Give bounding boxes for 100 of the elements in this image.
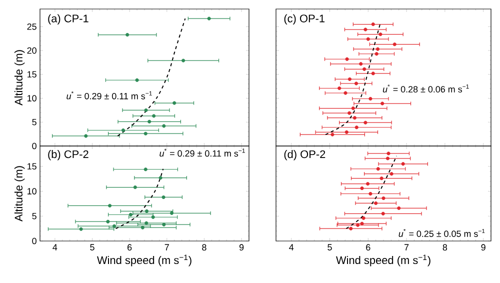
point [144, 108, 148, 112]
point [381, 212, 385, 216]
x-tick-label: 6 [128, 244, 132, 251]
point [135, 78, 139, 82]
point [148, 120, 152, 124]
x-tick-label: 4 [52, 244, 58, 250]
x-tick-label: 9 [481, 244, 486, 251]
y-tick-label: 0 [32, 142, 36, 150]
point [348, 111, 352, 115]
y-tick-label: 20 [27, 47, 36, 54]
annotation: u$^{*}$ = 0.29 ± 0.11 m s$^{−1}$ [66, 91, 152, 100]
point [362, 67, 366, 71]
y-axis-title: Altitude (m) [14, 50, 25, 106]
y-tick-label: 10 [28, 188, 36, 194]
y-tick-label: 5 [32, 119, 36, 126]
point [162, 195, 166, 200]
y-axis-title: Altitude (m) [14, 166, 25, 222]
point [133, 185, 137, 190]
point [356, 223, 360, 227]
chart-title: (a) CP-1 [48, 14, 88, 25]
point [386, 152, 390, 156]
x-tick-label: 8 [442, 244, 448, 251]
y-tick-label: 25 [27, 23, 36, 30]
chart-title: (c) OP-1 [284, 14, 325, 25]
x-tick-label: 7 [164, 244, 169, 250]
point [371, 22, 375, 26]
point [108, 204, 112, 208]
point [152, 114, 156, 118]
point [376, 47, 380, 51]
chart-title: (d) OP-2 [284, 150, 326, 160]
x-tick-label: 5 [328, 244, 332, 250]
point [382, 196, 386, 200]
y-tick-label: 0 [32, 238, 36, 244]
point [182, 58, 186, 62]
point [172, 101, 176, 105]
point [349, 226, 353, 230]
point [368, 96, 372, 101]
y-tick-label: 5 [32, 213, 36, 220]
point [121, 128, 126, 132]
x-tick-label: 6 [366, 244, 370, 251]
point [354, 126, 358, 130]
point [106, 220, 110, 224]
point [376, 167, 380, 171]
point [352, 116, 357, 120]
y-tick-label: 10 [28, 95, 36, 102]
point [362, 216, 366, 220]
point [348, 77, 352, 81]
x-tick-label: 5 [90, 244, 94, 250]
x-tick-label: 7 [404, 244, 409, 250]
point [162, 124, 166, 128]
point [368, 192, 372, 196]
point [371, 72, 375, 76]
x-tick-label: 9 [239, 244, 244, 251]
x-tick-label: 8 [202, 244, 206, 251]
point [330, 132, 334, 136]
y-tick-label: 15 [28, 71, 36, 78]
point [374, 52, 378, 56]
point [126, 32, 130, 37]
y-tick-label: 15 [28, 163, 36, 170]
point [374, 201, 378, 205]
point [144, 168, 148, 172]
point [351, 106, 355, 110]
chart-title: (b) CP-2 [48, 150, 88, 160]
x-tick-label: 4 [289, 244, 294, 250]
point [364, 28, 368, 32]
annotation: u$^{*}$ = 0.28 ± 0.06 m s$^{−1}$ [382, 84, 469, 92]
point [151, 215, 155, 219]
annotation: u$^{*}$ = 0.29 ± 0.11 m s$^{−1}$ [160, 148, 245, 157]
point [162, 222, 166, 226]
point [390, 172, 394, 176]
point [380, 102, 384, 106]
point [158, 176, 162, 180]
point [360, 186, 364, 190]
point [366, 37, 370, 41]
point [378, 32, 382, 36]
point [354, 82, 358, 86]
point [380, 176, 384, 180]
point [338, 86, 342, 90]
point [79, 227, 83, 231]
point [397, 206, 401, 210]
point [144, 209, 149, 213]
point [144, 221, 148, 225]
point [140, 226, 144, 230]
point [392, 42, 396, 46]
point [359, 62, 363, 66]
point [112, 224, 116, 228]
point [386, 156, 390, 160]
point [345, 57, 349, 61]
point [364, 120, 368, 124]
point [360, 222, 364, 226]
point [207, 16, 211, 20]
point [344, 91, 348, 95]
point [366, 182, 370, 186]
annotation: u$^{*}$ = 0.25 ± 0.05 m s$^{−1}$ [398, 228, 485, 237]
point [84, 134, 88, 138]
point [144, 132, 148, 136]
x-axis-title: Wind speed (m s$^{−1}$) [336, 254, 430, 266]
point [344, 130, 348, 134]
point [401, 162, 405, 166]
x-axis-title: Wind speed (m s$^{−1}$) [96, 254, 192, 266]
